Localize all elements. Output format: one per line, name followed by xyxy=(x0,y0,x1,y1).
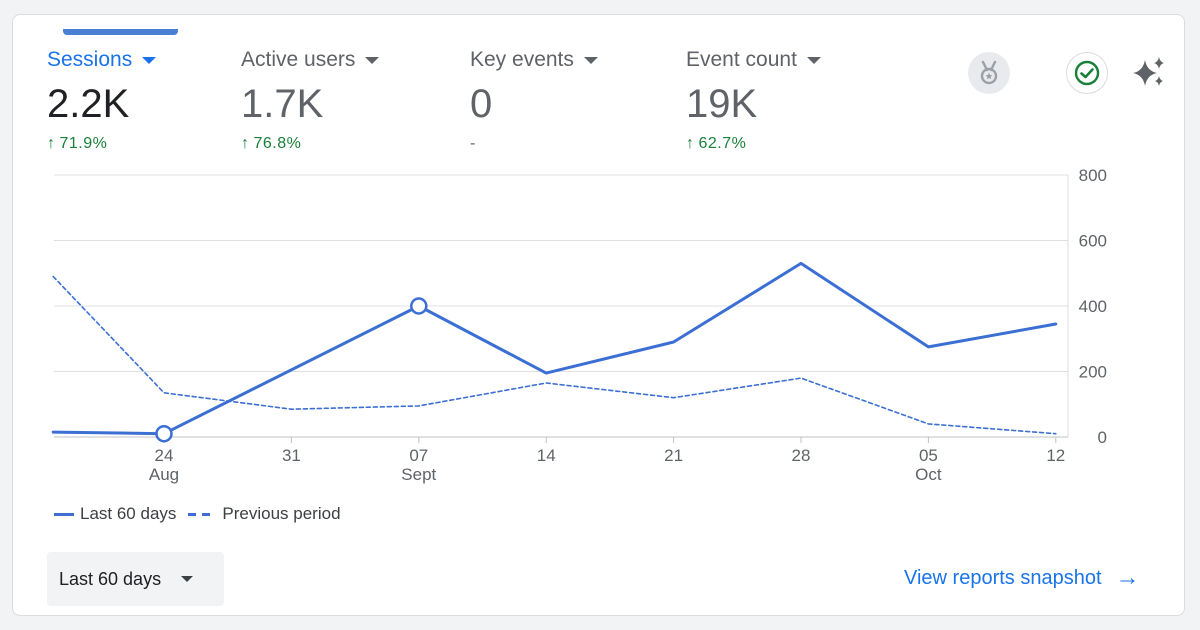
metric-event-count-header[interactable]: Event count xyxy=(686,48,821,72)
insights-button[interactable] xyxy=(1128,52,1170,94)
medal-button[interactable] xyxy=(968,52,1010,94)
y-tick-label: 0 xyxy=(1098,428,1107,447)
arrow-up-icon: ↑ xyxy=(686,135,695,152)
metric-event-count-change: ↑ 62.7% xyxy=(686,135,821,153)
arrow-up-icon: ↑ xyxy=(47,135,56,152)
metric-key-events-label: Key events xyxy=(470,48,574,71)
analytics-card xyxy=(12,14,1185,616)
metric-key-events-value: 0 xyxy=(470,82,493,126)
medal-icon xyxy=(980,60,998,85)
data-point-marker xyxy=(410,297,428,315)
metric-event-count-label: Event count xyxy=(686,48,797,71)
metric-sessions-change-value: 71.9% xyxy=(59,135,108,152)
y-tick-label: 200 xyxy=(1079,363,1107,382)
metric-event-count-change-value: 62.7% xyxy=(698,135,747,152)
metric-active-users[interactable]: Active users 1.7K ↑ 76.8% xyxy=(241,48,380,153)
arrow-up-icon: ↑ xyxy=(241,135,250,152)
metric-active-users-value: 1.7K xyxy=(241,82,324,126)
date-range-dropdown[interactable]: Last 60 days xyxy=(47,552,224,606)
x-tick-label: 07 xyxy=(409,446,428,465)
metric-sessions-label: Sessions xyxy=(47,48,133,71)
metric-active-users-header[interactable]: Active users xyxy=(241,48,380,72)
y-tick-label: 800 xyxy=(1079,166,1107,185)
metric-key-events-change-value: - xyxy=(470,135,476,152)
date-range-label: Last 60 days xyxy=(59,568,162,589)
x-tick-label: 12 xyxy=(1046,446,1065,465)
legend-item-previous: Previous period xyxy=(188,504,341,524)
status-button[interactable] xyxy=(1066,52,1108,94)
chart-legend: Last 60 days Previous period xyxy=(54,504,353,524)
x-tick-month-label: Sept xyxy=(401,465,436,484)
data-point-marker xyxy=(155,424,173,443)
metric-sessions-value: 2.2K xyxy=(47,82,130,126)
x-tick-label: 21 xyxy=(664,446,683,465)
legend-current-label: Last 60 days xyxy=(80,504,177,523)
y-tick-label: 400 xyxy=(1079,297,1107,316)
metric-event-count[interactable]: Event count 19K ↑ 62.7% xyxy=(686,48,821,153)
metric-key-events-header[interactable]: Key events xyxy=(470,48,598,72)
check-circle-icon xyxy=(1074,60,1100,86)
view-reports-snapshot-link[interactable]: View reports snapshot → xyxy=(904,566,1140,590)
legend-item-current: Last 60 days xyxy=(54,504,176,524)
metric-active-users-change-value: 76.8% xyxy=(253,135,302,152)
active-tab-indicator xyxy=(63,29,178,35)
y-tick-label: 600 xyxy=(1079,232,1107,251)
metric-sessions-change: ↑ 71.9% xyxy=(47,135,156,153)
x-tick-label: 28 xyxy=(792,446,811,465)
x-tick-label: 05 xyxy=(919,446,938,465)
x-tick-label: 31 xyxy=(282,446,301,465)
chevron-down-icon xyxy=(365,56,380,64)
metric-active-users-label: Active users xyxy=(241,48,356,71)
metric-sessions-header[interactable]: Sessions xyxy=(47,48,157,72)
metric-sessions[interactable]: Sessions 2.2K ↑ 71.9% xyxy=(47,48,157,153)
x-tick-month-label: Oct xyxy=(915,465,942,484)
previous-period-line xyxy=(52,275,1057,435)
legend-dashed-swatch xyxy=(188,512,211,516)
chevron-down-icon xyxy=(181,576,194,582)
sparkle-icon xyxy=(1133,57,1164,86)
legend-solid-swatch xyxy=(54,512,74,516)
x-tick-month-label: Aug xyxy=(149,465,179,484)
legend-previous-label: Previous period xyxy=(222,504,341,523)
chevron-down-icon xyxy=(583,56,598,64)
metric-active-users-change: ↑ 76.8% xyxy=(241,135,379,153)
metric-key-events[interactable]: Key events 0 - xyxy=(470,48,598,153)
metric-event-count-value: 19K xyxy=(686,82,758,126)
x-tick-label: 14 xyxy=(537,446,556,465)
chevron-down-icon xyxy=(806,56,821,64)
arrow-right-icon: → xyxy=(1115,564,1140,591)
view-reports-snapshot-label: View reports snapshot xyxy=(904,566,1102,589)
x-tick-label: 24 xyxy=(155,446,174,465)
metric-key-events-change: - xyxy=(470,135,598,153)
chevron-down-icon xyxy=(142,56,157,64)
last-60-days-line xyxy=(51,261,1058,436)
